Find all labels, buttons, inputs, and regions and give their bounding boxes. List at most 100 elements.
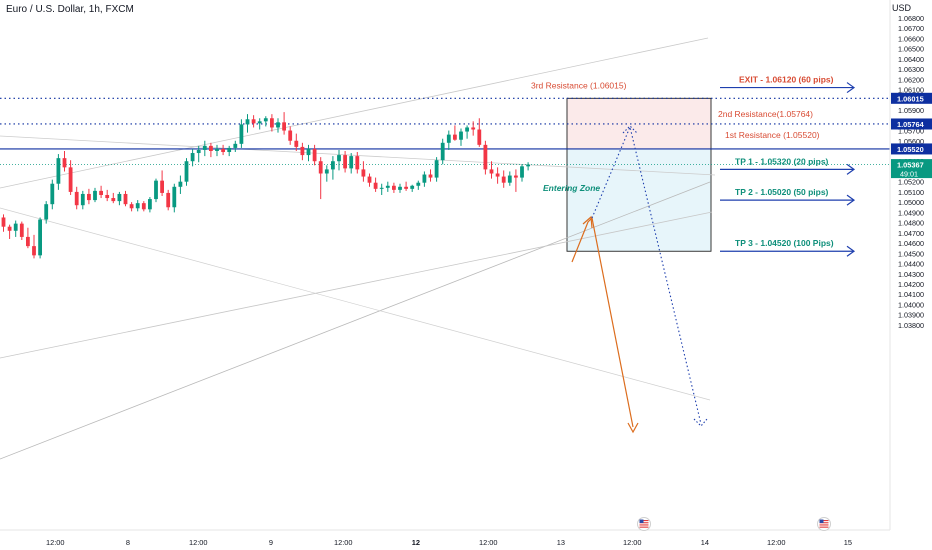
candle[interactable]	[520, 166, 524, 178]
candle[interactable]	[190, 153, 195, 162]
candle[interactable]	[373, 182, 378, 189]
candle[interactable]	[68, 167, 73, 192]
candle[interactable]	[227, 147, 232, 153]
candle[interactable]	[385, 185, 390, 188]
entering-zone-label: Entering Zone	[543, 183, 600, 193]
candle[interactable]	[459, 131, 463, 140]
candle[interactable]	[7, 226, 12, 231]
trend-line[interactable]	[0, 211, 713, 359]
candle[interactable]	[428, 174, 433, 178]
candle[interactable]	[288, 130, 293, 141]
candle[interactable]	[434, 160, 439, 178]
candle[interactable]	[38, 219, 42, 256]
orange-projection-path[interactable]	[571, 216, 634, 428]
candle[interactable]	[148, 199, 152, 210]
candle[interactable]	[209, 145, 213, 151]
candle[interactable]	[514, 175, 518, 178]
candle[interactable]	[87, 193, 91, 201]
candle[interactable]	[416, 182, 421, 186]
candle[interactable]	[123, 193, 128, 205]
candle[interactable]	[74, 191, 79, 206]
candle[interactable]	[489, 169, 494, 174]
price-tick: 1.05600	[898, 137, 924, 146]
candle[interactable]	[172, 186, 177, 208]
candle[interactable]	[1, 217, 6, 227]
trend-line[interactable]	[0, 207, 711, 401]
candle[interactable]	[465, 127, 469, 132]
candle[interactable]	[312, 148, 317, 162]
candle[interactable]	[410, 185, 415, 189]
candle[interactable]	[160, 180, 164, 193]
candle[interactable]	[270, 118, 274, 128]
candle[interactable]	[166, 192, 171, 208]
candle[interactable]	[135, 203, 140, 209]
candle[interactable]	[300, 146, 305, 156]
candle[interactable]	[507, 175, 512, 183]
price-label-box	[891, 159, 932, 179]
candle[interactable]	[202, 145, 207, 150]
trend-line[interactable]	[0, 37, 709, 189]
candle[interactable]	[44, 204, 49, 220]
candle[interactable]	[99, 190, 103, 195]
candle[interactable]	[471, 127, 476, 130]
candle[interactable]	[446, 134, 451, 143]
candle[interactable]	[453, 134, 457, 140]
symbol-title: Euro / U.S. Dollar, 1h, FXCM	[6, 4, 134, 15]
candle[interactable]	[343, 155, 347, 169]
candle[interactable]	[196, 149, 201, 154]
candle[interactable]	[422, 174, 427, 183]
candle[interactable]	[184, 161, 189, 182]
candle[interactable]	[117, 193, 122, 202]
trend-line[interactable]	[0, 181, 711, 460]
candle[interactable]	[526, 164, 530, 167]
candle[interactable]	[239, 124, 244, 144]
candle[interactable]	[129, 204, 134, 209]
candle[interactable]	[349, 156, 354, 169]
candle[interactable]	[141, 203, 146, 210]
candle[interactable]	[337, 155, 341, 162]
candle[interactable]	[477, 129, 482, 145]
candle[interactable]	[392, 185, 396, 190]
us-flag-icon[interactable]	[817, 517, 831, 531]
candle[interactable]	[111, 198, 116, 202]
candle[interactable]	[251, 119, 256, 124]
candle[interactable]	[26, 236, 30, 247]
candle[interactable]	[19, 223, 24, 237]
candle[interactable]	[62, 158, 67, 168]
candle[interactable]	[105, 194, 110, 199]
candle[interactable]	[178, 181, 183, 187]
candle[interactable]	[501, 176, 506, 183]
candle[interactable]	[80, 193, 85, 206]
candle[interactable]	[263, 118, 268, 122]
candle[interactable]	[215, 148, 219, 151]
blue-projection-path[interactable]	[591, 125, 702, 425]
candle[interactable]	[355, 156, 360, 170]
candle[interactable]	[367, 176, 372, 183]
candle[interactable]	[13, 223, 18, 231]
candle[interactable]	[93, 190, 97, 201]
candle[interactable]	[154, 180, 158, 200]
candle[interactable]	[221, 148, 225, 153]
candle[interactable]	[294, 140, 299, 147]
candle[interactable]	[257, 121, 262, 124]
candle[interactable]	[404, 186, 408, 189]
candle[interactable]	[324, 169, 329, 174]
candle[interactable]	[282, 122, 286, 131]
candle[interactable]	[50, 183, 55, 205]
candle[interactable]	[379, 187, 384, 189]
candle[interactable]	[440, 142, 445, 161]
candle[interactable]	[331, 161, 335, 170]
candle[interactable]	[483, 144, 488, 170]
us-flag-icon[interactable]	[637, 517, 651, 531]
candle[interactable]	[306, 148, 311, 156]
candle[interactable]	[56, 158, 61, 184]
candle[interactable]	[361, 169, 366, 177]
candle[interactable]	[276, 122, 280, 128]
candle[interactable]	[398, 186, 402, 190]
candle[interactable]	[233, 143, 238, 148]
candle[interactable]	[32, 246, 36, 256]
candle[interactable]	[495, 173, 500, 177]
candle[interactable]	[245, 119, 250, 125]
candle[interactable]	[318, 161, 323, 174]
